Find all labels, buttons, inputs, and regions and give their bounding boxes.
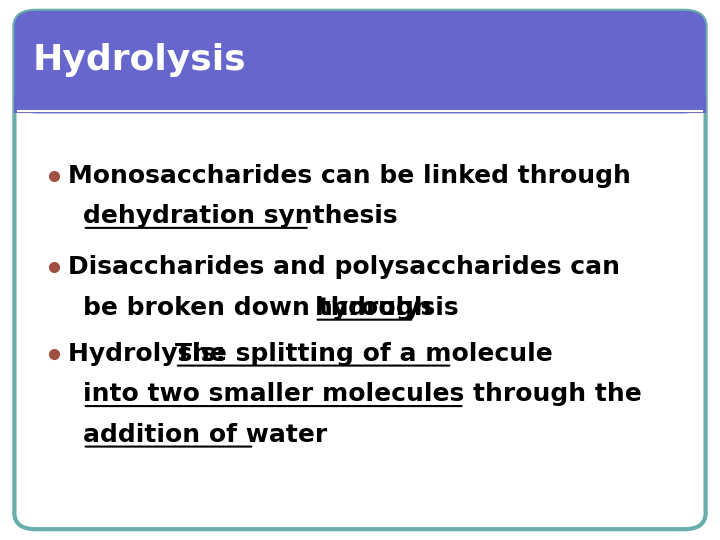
Text: Hydrolysis: Hydrolysis (32, 43, 246, 77)
Text: The splitting of a molecule: The splitting of a molecule (175, 342, 553, 366)
Text: hydrolysis: hydrolysis (315, 296, 459, 320)
Bar (14, 97, 706, 113)
FancyBboxPatch shape (14, 11, 706, 113)
FancyBboxPatch shape (14, 11, 706, 529)
Text: into two smaller molecules through the: into two smaller molecules through the (83, 382, 642, 406)
Text: Disaccharides and polysaccharides can: Disaccharides and polysaccharides can (68, 255, 621, 279)
Text: addition of water: addition of water (83, 423, 327, 447)
Text: Monosaccharides can be linked through: Monosaccharides can be linked through (68, 164, 631, 187)
Text: be broken down through: be broken down through (83, 296, 441, 320)
Text: dehydration synthesis: dehydration synthesis (83, 204, 397, 228)
Text: Hydrolysis:: Hydrolysis: (68, 342, 235, 366)
